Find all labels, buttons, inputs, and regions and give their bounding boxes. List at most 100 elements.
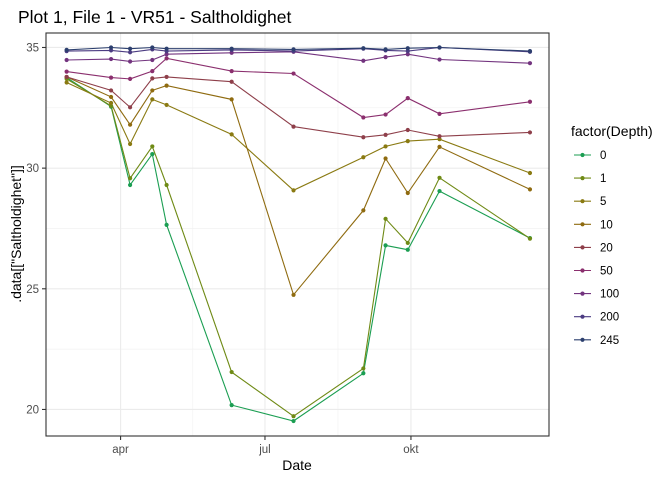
- legend-item-50: 50: [574, 266, 613, 278]
- data-point-20: [527, 130, 533, 135]
- data-point-10: [437, 144, 442, 150]
- data-point-50: [229, 69, 234, 74]
- data-point-245: [229, 46, 234, 51]
- data-point-100: [361, 58, 366, 63]
- data-point-10: [108, 94, 114, 100]
- data-point-0: [229, 403, 234, 408]
- legend: factor(Depth) 0 1 5 10 20 50 100 200 245: [571, 123, 653, 347]
- data-point-200: [405, 48, 410, 54]
- data-point-20: [127, 105, 133, 110]
- data-point-100: [127, 59, 133, 64]
- series-line-245: [66, 46, 531, 52]
- legend-label: 10: [600, 219, 613, 231]
- data-point-1: [164, 182, 169, 188]
- data-point-5: [527, 170, 533, 176]
- data-point-245: [405, 46, 410, 51]
- data-point-10: [405, 190, 410, 196]
- data-point-10: [127, 122, 133, 127]
- data-point-0: [437, 188, 442, 194]
- legend-key-point: [580, 291, 585, 296]
- data-point-50: [127, 76, 133, 81]
- data-point-10: [150, 88, 155, 93]
- data-point-20: [437, 134, 442, 139]
- y-tick-label: 30: [26, 163, 39, 175]
- data-point-245: [127, 46, 133, 51]
- data-point-10: [361, 208, 366, 213]
- legend-item-200: 200: [574, 312, 619, 324]
- data-point-5: [64, 80, 69, 85]
- y-tick-label: 20: [26, 404, 39, 416]
- y-axis: 20 25 30 35: [26, 42, 46, 416]
- series-line-20: [66, 76, 531, 138]
- legend-key-point: [580, 222, 585, 227]
- legend-item-0: 0: [574, 150, 606, 162]
- series-line-10: [66, 76, 531, 296]
- data-point-245: [527, 48, 533, 54]
- data-point-20: [229, 79, 234, 84]
- data-point-5: [291, 188, 296, 193]
- legend-key-point: [580, 199, 585, 204]
- data-point-0: [405, 247, 410, 252]
- data-point-50: [64, 69, 69, 74]
- data-point-20: [164, 74, 169, 80]
- x-axis-title: Date: [282, 457, 312, 473]
- data-point-20: [383, 132, 388, 137]
- data-point-245: [164, 46, 169, 51]
- legend-label: 100: [600, 289, 619, 301]
- y-tick-label: 35: [26, 42, 39, 54]
- series-line-1: [66, 78, 531, 417]
- data-point-10: [164, 83, 169, 88]
- plot-panel-border: [45, 32, 550, 437]
- data-point-0: [361, 371, 366, 376]
- data-point-10: [383, 156, 388, 161]
- data-point-100: [437, 57, 442, 62]
- data-point-20: [108, 88, 114, 93]
- data-point-20: [291, 124, 296, 129]
- data-point-5: [150, 97, 155, 102]
- data-point-1: [383, 216, 388, 221]
- legend-item-10: 10: [574, 219, 613, 231]
- data-point-5: [108, 100, 114, 106]
- data-point-1: [405, 240, 410, 246]
- data-point-245: [64, 47, 69, 52]
- legend-label: 200: [600, 312, 619, 324]
- data-point-5: [164, 102, 169, 108]
- series-points: [64, 45, 533, 424]
- data-point-50: [405, 96, 410, 101]
- data-point-0: [291, 418, 296, 424]
- data-point-20: [405, 127, 410, 133]
- data-point-200: [127, 50, 133, 55]
- legend-key-point: [580, 337, 585, 342]
- data-point-245: [291, 47, 296, 52]
- data-point-200: [108, 48, 114, 53]
- data-point-100: [383, 55, 388, 60]
- data-point-100: [229, 50, 234, 55]
- data-point-1: [291, 414, 296, 419]
- data-point-245: [150, 45, 155, 50]
- data-point-0: [164, 222, 169, 227]
- data-point-10: [229, 97, 234, 102]
- data-point-50: [108, 75, 114, 80]
- data-point-50: [527, 99, 533, 104]
- legend-label: 50: [600, 266, 613, 278]
- x-axis: apr jul okt: [112, 436, 419, 456]
- data-point-100: [164, 52, 169, 57]
- x-tick-label: jul: [258, 444, 271, 456]
- data-point-245: [361, 46, 366, 51]
- data-point-20: [361, 135, 366, 140]
- series-line-100: [66, 51, 531, 64]
- x-tick-label: okt: [403, 444, 419, 456]
- data-point-245: [108, 45, 114, 50]
- data-point-1: [527, 236, 533, 241]
- legend-item-1: 1: [574, 173, 606, 185]
- legend-key-point: [580, 176, 585, 181]
- data-point-0: [383, 243, 388, 248]
- x-tick-label: apr: [112, 444, 129, 456]
- data-point-1: [361, 366, 366, 371]
- legend-label: 0: [600, 150, 606, 162]
- data-point-10: [527, 187, 533, 192]
- data-point-0: [150, 152, 155, 157]
- data-point-1: [229, 369, 234, 375]
- legend-key-point: [580, 314, 585, 319]
- legend-item-20: 20: [574, 242, 613, 254]
